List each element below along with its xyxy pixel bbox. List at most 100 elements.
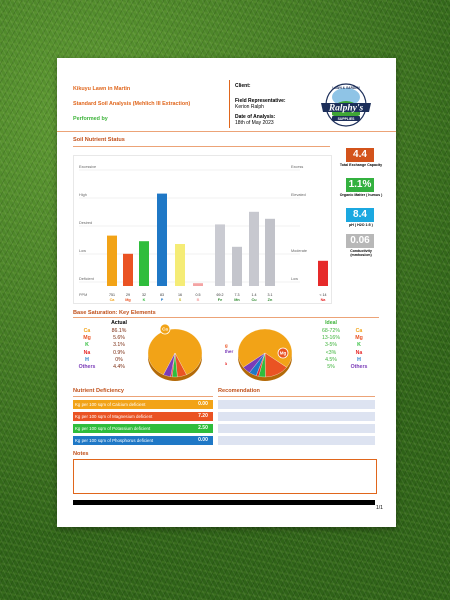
pie-callout <box>277 347 289 359</box>
bar-na <box>318 260 328 286</box>
performed-by: Performed by <box>73 116 108 122</box>
organic-matter-label: Organic Matter ( humus ) <box>339 193 383 197</box>
ppm-label-p: 83 <box>160 293 164 297</box>
actual-header: Actual <box>111 320 127 326</box>
actual-element-ca: Ca <box>83 328 91 334</box>
actual-value-others: 4.4% <box>113 364 125 370</box>
element-label-cu: Cu <box>251 298 257 302</box>
actual-element-others: Others <box>78 364 96 370</box>
actual-value-na: 0.9% <box>113 349 125 356</box>
ideal-pie-chart: MgMgOtherKNa <box>225 328 293 381</box>
nutrient-status-title: Soil Nutrient Status <box>73 137 125 143</box>
ideal-element-ca: Ca <box>355 328 363 334</box>
logo-main: Ralphy's <box>328 104 364 114</box>
actual-element-k: K <box>85 342 89 349</box>
pie-side-label-mg: Mg <box>225 343 228 348</box>
lawn-title: Kikuyu Lawn in Martin <box>73 86 131 92</box>
deficiency-rule <box>73 396 213 397</box>
pie-callout <box>159 323 171 335</box>
date-value: 18th of May 2023 <box>235 120 274 126</box>
pie-side-label-other: Other <box>225 349 233 354</box>
ideal-element-k: K <box>357 342 361 349</box>
level-label-low: Low <box>79 249 86 253</box>
ppm-label-mn: 7.3 <box>235 293 240 297</box>
ppm-label-s: 16 <box>178 293 182 297</box>
nutrient-bar-chart: Excessive High Desired Low Deficient PPM Exces… <box>79 165 328 302</box>
element-label-k: K <box>143 298 146 302</box>
deficiency-label: Kg per 100 sqm of Calcium deficient <box>75 402 146 407</box>
organic-matter-value: 1.1% <box>346 178 374 192</box>
header-divider <box>229 80 230 128</box>
notes-box[interactable] <box>73 459 377 494</box>
right-level-label-elevated: Elevated <box>291 193 306 197</box>
recommendation-rule <box>218 396 375 397</box>
rep-value: Kerion Ralph <box>235 104 264 110</box>
ideal-element-na: Na <box>355 349 363 356</box>
analysis-title: Standard Soil Analysis (Mehlich III Extr… <box>73 101 191 107</box>
actual-element-mg: Mg <box>83 335 91 342</box>
ideal-element-mg: Mg <box>355 335 363 342</box>
ph-label: pH ( H2O 1:5 ) <box>349 223 373 227</box>
ideal-value-ca: 68-72% <box>322 328 340 334</box>
ideal-value-mg: 13-16% <box>322 335 340 342</box>
element-label-fe: Fe <box>218 298 222 302</box>
rep-label: Field Representative: <box>235 98 286 104</box>
bar-mg <box>123 253 133 286</box>
level-label-ppm: PPM <box>79 293 87 297</box>
ideal-value-others: 5% <box>327 364 335 370</box>
deficiency-label: Kg per 100 sqm of Phosphorus deficient <box>75 438 154 443</box>
recommendation-row <box>218 400 375 409</box>
logo-top: LAWN & GARDEN <box>332 86 360 90</box>
level-label-excessive: Excessive <box>79 165 96 169</box>
recommendation-row <box>218 424 375 433</box>
bar-fe <box>215 224 225 286</box>
deficiency-row: Kg per 100 sqm of Potassium deficient 2.5… <box>73 424 213 433</box>
report-header-right: Client: Field Representative: Kerion Ral… <box>235 83 286 126</box>
recommendation-row <box>218 412 375 421</box>
actual-element-h: H <box>85 356 89 363</box>
notes-title: Notes <box>73 451 89 457</box>
actual-value-mg: 5.6% <box>113 335 125 342</box>
deficiency-value: 0.00 <box>193 436 213 445</box>
pie-callout-label: Ca <box>162 327 168 332</box>
deficiency-title: Nutrient Deficiency <box>73 388 124 394</box>
bar-p <box>157 193 167 286</box>
cec-value: 4.4 <box>346 148 374 162</box>
page-number: 1/1 <box>376 505 383 511</box>
ideal-value-h: 4.5% <box>325 356 337 363</box>
ppm-label-mg: 29 <box>126 293 130 297</box>
element-label-na: Na <box>321 298 327 302</box>
recommendation-row <box>218 436 375 445</box>
pie-slice-ca <box>237 328 293 368</box>
element-label-mn: Mn <box>234 298 240 302</box>
company-logo: Ralphy's LAWN & GARDEN SUPPLIES <box>313 81 379 129</box>
right-level-label-low: Low <box>291 277 298 281</box>
bar-ca <box>107 235 117 286</box>
element-label-ca: Ca <box>110 298 116 302</box>
date-label: Date of Analysis: <box>235 114 276 120</box>
conductivity-label: Conductivity (mmhos/cm) <box>350 249 372 258</box>
bar-mn <box>232 246 242 286</box>
ideal-header: Ideal <box>325 320 337 326</box>
level-label-deficient: Deficient <box>79 277 95 281</box>
actual-pie-chart: Ca <box>147 323 203 381</box>
report-header-left: Kikuyu Lawn in Martin Standard Soil Anal… <box>73 86 190 122</box>
base-saturation-title: Base Saturation: Key Elements <box>73 310 156 316</box>
nutrient-status-rule <box>73 146 330 147</box>
recommendation-title: Recomendation <box>218 388 260 394</box>
pie-callout-label: Mg <box>280 351 287 356</box>
element-label-p: P <box>161 298 164 302</box>
bar-k <box>139 241 149 286</box>
ppm-label-na: < 14 <box>319 293 326 297</box>
level-label-high: High <box>79 193 87 197</box>
logo-bottom: SUPPLIES <box>338 117 356 121</box>
actual-value-ca: 86.1% <box>111 328 127 334</box>
ppm-label-ca: 751 <box>109 293 115 297</box>
deficiency-row: Kg per 100 sqm of Magnesium deficient 7.2… <box>73 412 213 421</box>
element-label-s: S <box>179 298 182 302</box>
actual-value-h: 0% <box>115 356 123 363</box>
ph-value: 8.4 <box>346 208 374 222</box>
client-label: Client: <box>235 83 251 89</box>
ideal-element-h: H <box>357 356 361 363</box>
ppm-label-cu: 1.4 <box>252 293 257 297</box>
